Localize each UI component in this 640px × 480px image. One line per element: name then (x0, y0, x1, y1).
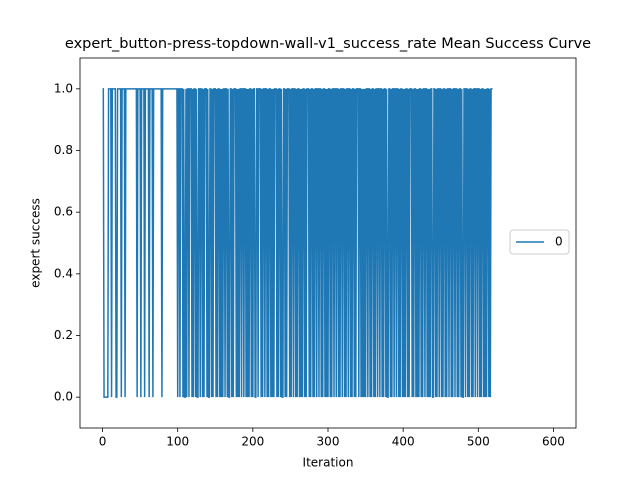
plot-area (102, 88, 493, 398)
chart-title: expert_button-press-topdown-wall-v1_succ… (65, 36, 591, 52)
y-tick-label: 0.8 (54, 143, 73, 157)
x-tick-label: 0 (99, 435, 107, 449)
x-tick-label: 400 (392, 435, 415, 449)
line-series (102, 88, 493, 398)
y-tick-label: 0.2 (54, 328, 73, 342)
x-tick-label: 200 (241, 435, 264, 449)
x-axis-label: Iteration (303, 456, 354, 470)
x-tick-label: 500 (467, 435, 490, 449)
y-tick-label: 0.4 (54, 266, 73, 280)
y-tick-label: 0.0 (54, 390, 73, 404)
y-tick-label: 1.0 (54, 81, 73, 95)
x-tick-label: 600 (542, 435, 565, 449)
legend-label: 0 (555, 235, 563, 249)
y-axis-label: expert success (29, 198, 43, 288)
x-tick-label: 100 (166, 435, 189, 449)
y-tick-label: 0.6 (54, 205, 73, 219)
x-tick-label: 300 (317, 435, 340, 449)
